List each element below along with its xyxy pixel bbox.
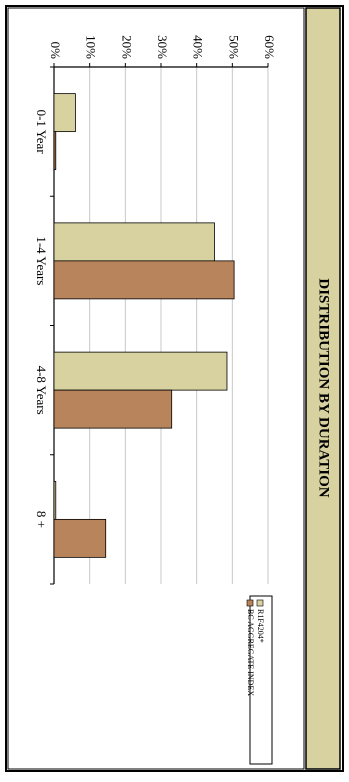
bar-series-2-2 xyxy=(53,389,173,429)
title-band xyxy=(305,7,341,770)
plot-border xyxy=(7,7,305,770)
category-label: 1-4 Years xyxy=(34,236,49,285)
bar-series-1-3 xyxy=(53,480,57,520)
chart-title: DISTRIBUTION BY DURATION xyxy=(316,278,332,497)
value-tick-label: 20% xyxy=(119,35,134,59)
legend-swatch-series-1 xyxy=(256,599,264,607)
value-tick-label: 10% xyxy=(84,35,99,59)
bar-series-1-0 xyxy=(53,93,76,133)
category-label: 4-8 Years xyxy=(34,366,49,415)
legend-box xyxy=(249,595,273,765)
category-labels: 0-1 Year 1-4 Years 4-8 Years 8 + xyxy=(34,110,49,528)
value-tick-label: 40% xyxy=(191,35,206,59)
legend-label-series-2: BC AGGREGATE INDEX xyxy=(246,609,255,696)
legend: R1F4204* BC AGGREGATE INDEX xyxy=(246,595,273,765)
bar-series-2-3 xyxy=(53,518,107,558)
bar-series-2-1 xyxy=(53,260,235,300)
value-tick-label: 0% xyxy=(48,42,63,60)
gridlines xyxy=(53,67,269,584)
category-label: 8 + xyxy=(34,511,49,528)
bar-series-2-0 xyxy=(53,131,57,171)
category-label: 0-1 Year xyxy=(34,110,49,155)
axes xyxy=(50,63,269,585)
value-tick-label: 60% xyxy=(262,35,277,59)
bar-series-1-2 xyxy=(53,351,228,391)
legend-swatch-series-2 xyxy=(246,599,254,607)
value-tick-labels: 0% 10% 20% 30% 40% 50% 60% xyxy=(48,35,277,59)
legend-label-series-1: R1F4204* xyxy=(256,609,265,643)
bars xyxy=(53,93,235,558)
value-tick-label: 30% xyxy=(155,35,170,59)
bar-series-1-1 xyxy=(53,222,215,262)
value-tick-label: 50% xyxy=(226,35,241,59)
